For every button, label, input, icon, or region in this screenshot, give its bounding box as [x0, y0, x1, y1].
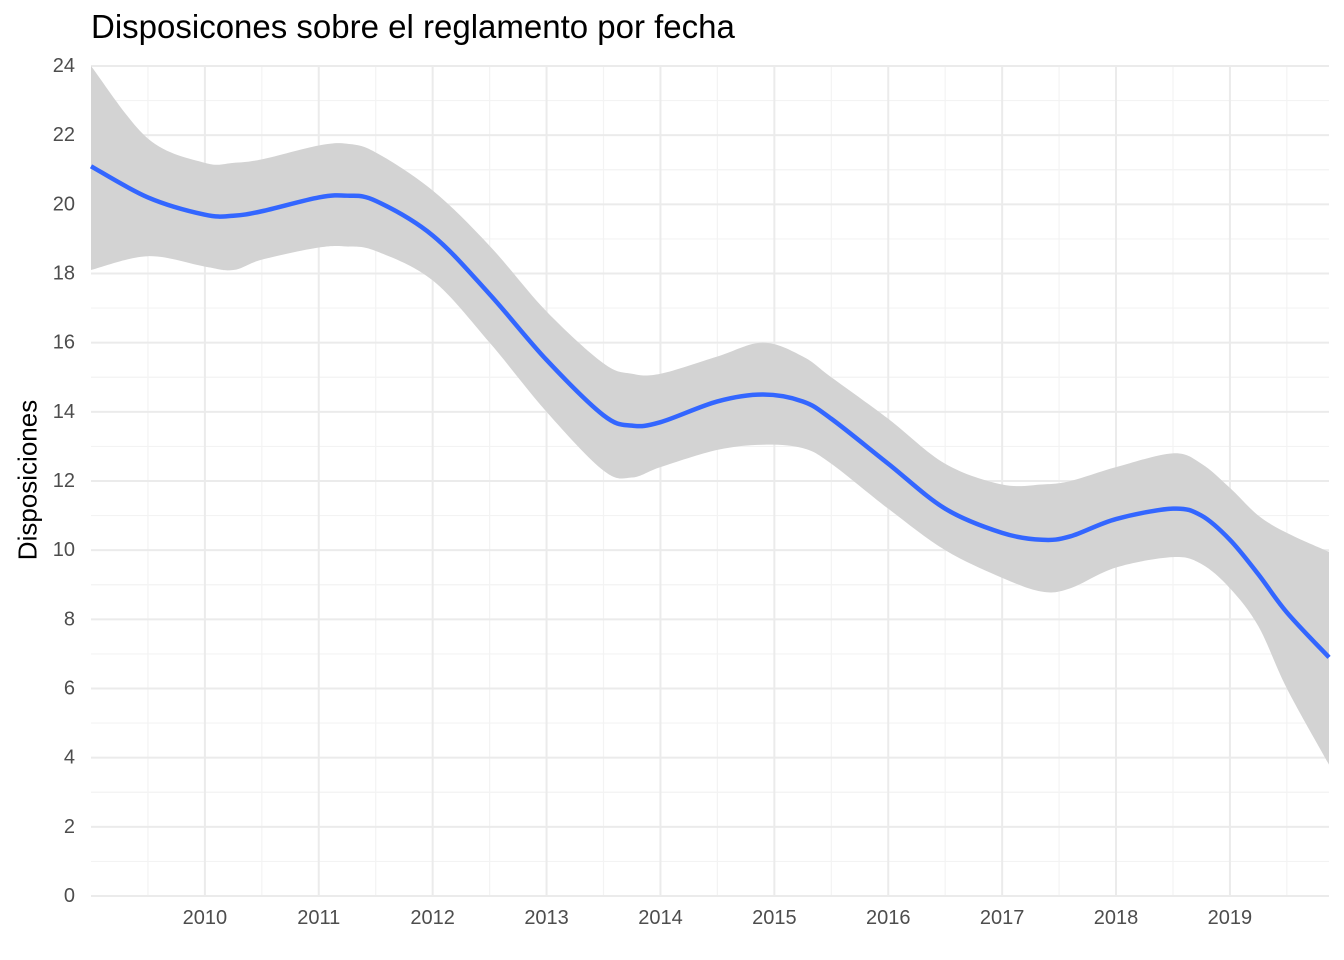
x-tick-labels: 2010 2011 2012 2013 2014 2015 2016 2017 2018 2019: [183, 907, 1253, 929]
major-gridlines: [91, 65, 1329, 897]
confidence-bands: [91, 66, 1329, 765]
y-tick-label: 18: [53, 263, 75, 285]
y-tick-label: 8: [64, 608, 75, 630]
y-tick-label: 10: [53, 539, 75, 561]
y-tick-label: 22: [53, 124, 75, 146]
y-tick-label: 16: [53, 332, 75, 354]
series-lines: [89, 164, 1331, 659]
x-tick-label: 2013: [524, 907, 569, 929]
y-tick-label: 24: [53, 55, 75, 77]
y-tick-label: 14: [53, 401, 75, 423]
x-tick-label: 2010: [183, 907, 228, 929]
x-tick-label: 2015: [752, 907, 797, 929]
y-tick-label: 4: [64, 747, 75, 769]
y-tick-label: 2: [64, 816, 75, 838]
x-tick-label: 2018: [1094, 907, 1139, 929]
y-tick-label: 20: [53, 193, 75, 215]
y-tick-label: 6: [64, 678, 75, 700]
confidence-band: [91, 66, 1329, 765]
y-tick-label: 12: [53, 470, 75, 492]
x-tick-label: 2012: [410, 907, 455, 929]
x-tick-label: 2019: [1208, 907, 1253, 929]
x-tick-label: 2016: [866, 907, 911, 929]
x-tick-label: 2011: [297, 907, 340, 929]
x-tick-label: 2017: [980, 907, 1025, 929]
x-tick-label: 2014: [638, 907, 683, 929]
y-tick-label: 0: [64, 885, 75, 907]
smooth-trend-line: [89, 164, 1331, 659]
chart-title: Disposicones sobre el reglamento por fec…: [91, 8, 735, 45]
